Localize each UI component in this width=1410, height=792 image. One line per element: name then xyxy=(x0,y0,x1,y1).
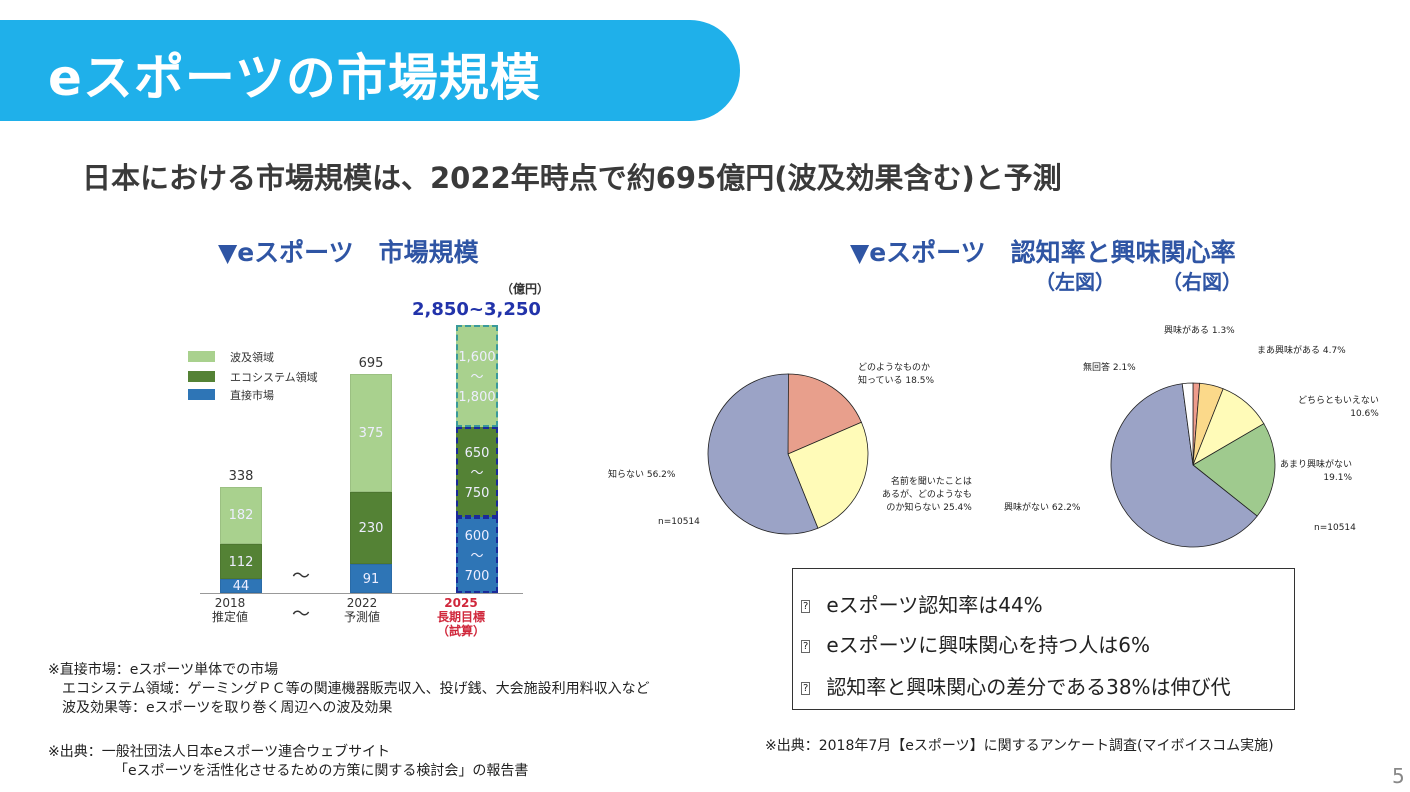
bullet-icon: ? xyxy=(801,640,811,653)
pie2-label-interested: 興味がある 1.3% xyxy=(1164,326,1235,336)
market-size-bar-chart: （億円） 2,850~3,250 波及領域 エコシステム領域 直接市場 44 11… xyxy=(180,270,580,650)
right-figure-label: （右図） xyxy=(1162,270,1242,294)
bar-segment-ripple: 375 xyxy=(350,374,392,493)
bullet-icon: ? xyxy=(801,600,811,613)
bar-value-label: 230 xyxy=(358,521,384,537)
x-label-2022: 2022 予測値 xyxy=(343,596,380,624)
x-axis xyxy=(200,593,523,594)
pie1-n: n=10514 xyxy=(658,517,700,527)
notes-left: ※直接市場：eスポーツ単体での市場 エコシステム領域：ゲーミングＰＣ等の関連機器… xyxy=(48,662,650,716)
bar-segment-direct: 44 xyxy=(220,579,262,594)
legend-swatch-direct xyxy=(188,389,215,400)
break-tilde: ～ xyxy=(292,566,310,587)
summary-item: ? eスポーツ認知率は44% xyxy=(801,593,1043,617)
bar-value-label: 44 xyxy=(232,579,250,595)
pie2-slice xyxy=(1192,423,1276,517)
bar-segment-direct: 91 xyxy=(350,564,392,593)
bar-segment-2025-direct: 600 ～ 700 xyxy=(456,517,498,593)
pie1-label-heard: 名前を聞いたことは あるが、どのようなも のか知らない 25.4% xyxy=(882,477,972,513)
bar-value-label: 112 xyxy=(228,554,254,570)
summary-item: ? eスポーツに興味関心を持つ人は6% xyxy=(801,633,1150,657)
total-2025: 2,850~3,250 xyxy=(412,299,541,320)
summary-box: ? eスポーツ認知率は44% ? eスポーツに興味関心を持つ人は6% ? 認知率と興味… xyxy=(792,568,1295,710)
pie2-label-somewhat: まあ興味がある 4.7% xyxy=(1257,346,1346,356)
pie1-label-know: どのようなものか 知っている 18.5% xyxy=(858,363,935,386)
bar-segment-2025-eco: 650 ～ 750 xyxy=(456,427,498,517)
bar-value-label: 1,600 ～ 1,800 xyxy=(458,350,496,405)
pie2-label-not-much: あまり興味がない 19.1% xyxy=(1280,460,1353,483)
pie2-slice xyxy=(1110,383,1258,548)
unit-label: （億円） xyxy=(501,282,550,296)
left-figure-label: （左図） xyxy=(1035,270,1115,294)
legend-ripple: 波及領域 xyxy=(230,351,274,364)
pie1-slice xyxy=(787,421,869,529)
pie2-label-noanswer: 無回答 2.1% xyxy=(1083,363,1136,373)
bar-total-label: 338 xyxy=(228,468,254,484)
subtitle: 日本における市場規模は、2022年時点で約695億円(波及効果含む)と予測 xyxy=(82,161,1062,195)
source-right: ※出典：2018年7月【eスポーツ】に関するアンケート調査(マイボイスコム実施) xyxy=(765,738,1274,754)
x-label-2018: 2018 推定値 xyxy=(211,596,248,624)
bar-total-label: 695 xyxy=(358,356,384,372)
bar-segment-2025-ripple: 1,600 ～ 1,800 xyxy=(456,325,498,427)
legend-direct: 直接市場 xyxy=(230,389,274,402)
left-section-title: ▼eスポーツ 市場規模 xyxy=(218,238,479,267)
bar-value-label: 650 ～ 750 xyxy=(464,446,490,501)
title-banner: eスポーツの市場規模 xyxy=(0,20,740,121)
summary-item: ? 認知率と興味関心の差分である38%は伸び代 xyxy=(801,675,1231,699)
bar-value-label: 600 ～ 700 xyxy=(464,529,490,584)
pie1-slice xyxy=(787,373,862,455)
pie2-n: n=10514 xyxy=(1314,523,1356,533)
bullet-icon: ? xyxy=(801,682,811,695)
legend-swatch-ripple xyxy=(188,351,215,362)
page-title: eスポーツの市場規模 xyxy=(48,49,541,107)
bar-value-label: 375 xyxy=(358,426,384,442)
bar-segment-ripple: 182 xyxy=(220,486,262,544)
legend-eco: エコシステム領域 xyxy=(230,371,318,384)
bar-segment-eco: 112 xyxy=(220,544,262,580)
source-left: ※出典：一般社団法人日本eスポーツ連合ウェブサイト 「eスポーツを活性化させるため… xyxy=(48,744,529,779)
pie1-slice xyxy=(707,373,819,535)
pie2-slice xyxy=(1181,382,1194,466)
pie2-label-neutral: どちらともいえない 10.6% xyxy=(1298,396,1379,419)
bar-value-label: 91 xyxy=(362,571,380,587)
x-label-2025: 2025 長期目標 （試算） xyxy=(436,596,485,638)
page-number: 5 xyxy=(1392,764,1405,788)
pie2-label-not: 興味がない 62.2% xyxy=(1004,503,1081,513)
pie1-label-unknown: 知らない 56.2% xyxy=(608,470,676,480)
bar-value-label: 182 xyxy=(228,508,254,524)
right-section-title: ▼eスポーツ 認知率と興味関心率 xyxy=(850,238,1236,267)
legend-swatch-eco xyxy=(188,371,215,382)
break-tilde-axis: ～ xyxy=(292,604,310,625)
bar-segment-eco: 230 xyxy=(350,492,392,565)
